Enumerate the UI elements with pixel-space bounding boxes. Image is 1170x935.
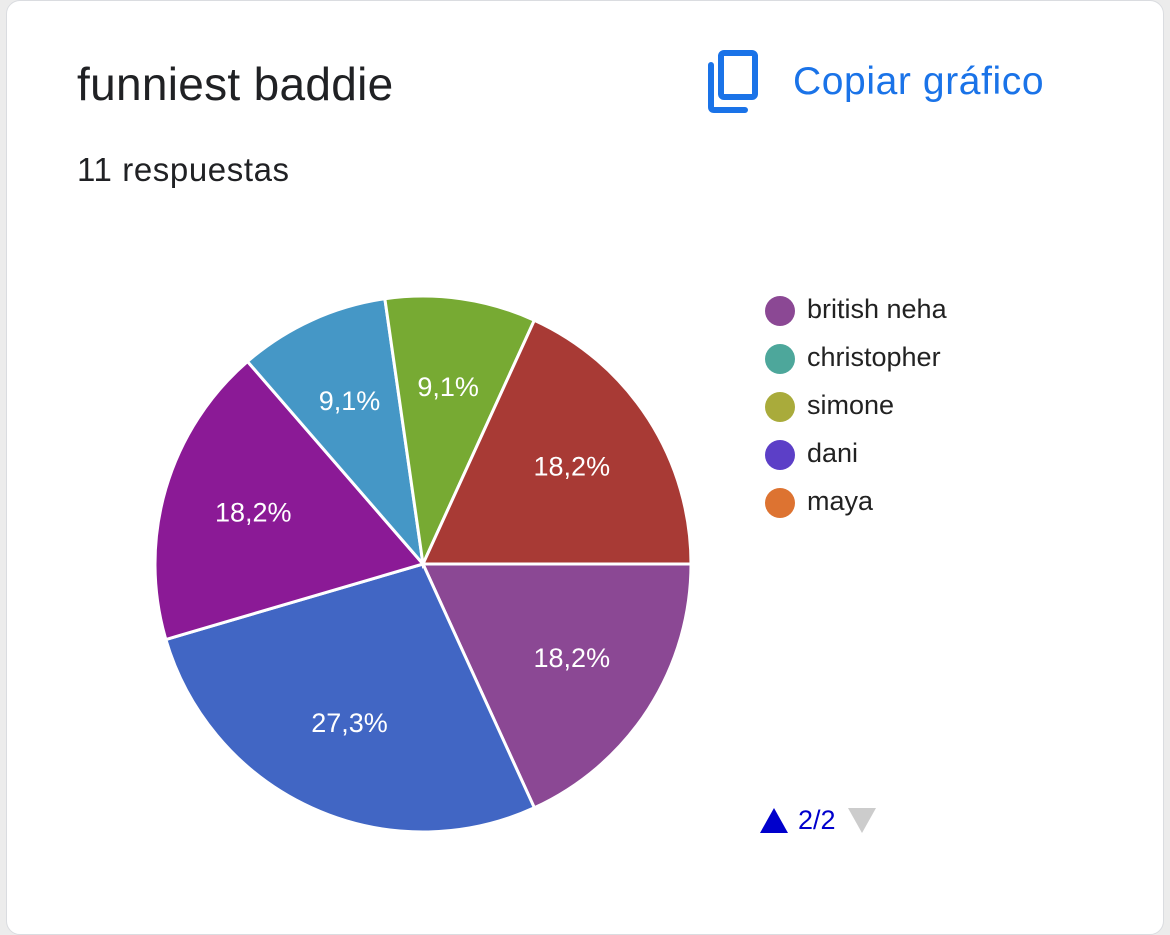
slice-label-3: 9,1% [319, 386, 381, 416]
pie-slice-4[interactable] [383, 294, 537, 570]
copy-chart-label: Copiar gráfico [793, 60, 1045, 103]
legend-swatch-0 [765, 296, 795, 326]
legend-pager: 2/2 [758, 800, 878, 840]
pie-slice-3[interactable] [245, 297, 426, 569]
legend-swatch-2 [765, 392, 795, 422]
legend-swatch-4 [765, 488, 795, 518]
response-count: 11 respuestas [77, 151, 290, 188]
slice-label-4: 9,1% [417, 372, 479, 402]
legend-swatch-1 [765, 344, 795, 374]
slice-label-2: 18,2% [215, 497, 292, 527]
chart-title: funniest baddie [77, 58, 394, 110]
legend-label-0[interactable]: british neha [807, 294, 948, 324]
pie-slice-2[interactable] [153, 359, 426, 642]
slice-label-0: 18,2% [534, 643, 611, 673]
legend-label-3[interactable]: dani [807, 438, 858, 468]
legend-label-2[interactable]: simone [807, 390, 894, 420]
slice-label-1: 27,3% [311, 708, 388, 738]
legend-label-1[interactable]: christopher [807, 342, 941, 372]
legend-swatch-3 [765, 440, 795, 470]
legend-page-indicator: 2/2 [798, 804, 836, 835]
pie-slice-1[interactable] [163, 562, 537, 834]
pie-slice-5[interactable] [420, 318, 693, 566]
copy-icon [708, 50, 758, 113]
legend-label-4[interactable]: maya [807, 486, 874, 516]
slice-label-5: 18,2% [534, 451, 611, 481]
copy-chart-button[interactable]: Copiar gráfico [703, 47, 1044, 117]
page-down-icon[interactable] [846, 804, 878, 836]
pie-slice-0[interactable] [420, 562, 693, 810]
page-up-icon[interactable] [758, 804, 790, 836]
